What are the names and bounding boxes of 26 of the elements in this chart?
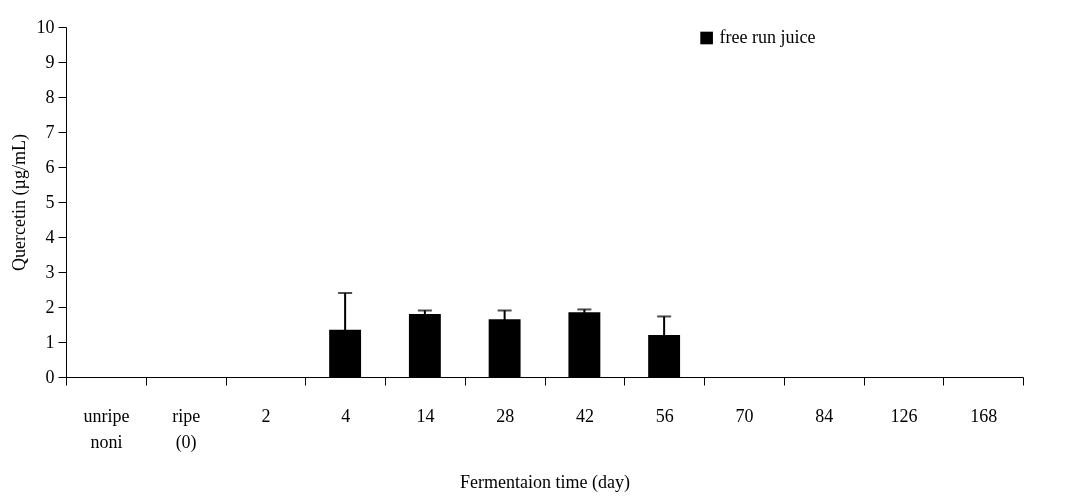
y-tick-label: 5 [45,191,55,212]
x-tick-label: 126 [890,405,918,426]
y-tick-label: 6 [45,156,55,177]
legend-label: free run juice [719,27,816,47]
y-tick-label: 3 [45,261,55,282]
y-tick-label: 10 [36,16,55,37]
y-tick-label: 8 [45,86,55,107]
x-tick-label: 56 [655,405,674,426]
y-tick-label: 9 [45,51,55,72]
x-tick-label: 28 [496,405,515,426]
y-tick-label: 4 [45,226,55,247]
x-tick-label: 4 [341,405,351,426]
y-tick-label: 2 [45,296,55,317]
x-tick-label: ripe (0) [172,405,201,453]
x-tick-label: 168 [970,405,998,426]
x-tick-label: 84 [815,405,834,426]
y-tick-label: 1 [45,331,55,352]
x-tick-label: 2 [261,405,271,426]
x-axis-title: Fermentaion time (day) [460,471,630,493]
y-tick-label: 0 [45,366,55,387]
x-tick-label: 14 [416,405,435,426]
y-axis-title: Quercetin (µg/mL) [8,134,30,271]
y-tick-label: 7 [45,121,55,142]
x-tick-label: 70 [735,405,754,426]
x-tick-label: unripe noni [83,405,130,452]
x-tick-label: 42 [575,405,594,426]
